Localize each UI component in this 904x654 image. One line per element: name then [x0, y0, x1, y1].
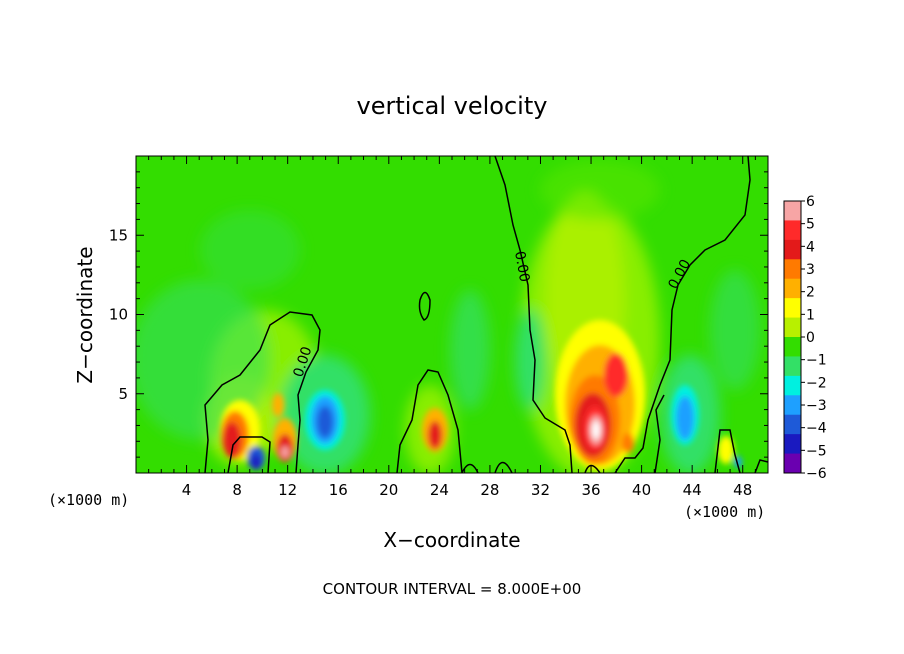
colorbar-label: −2: [806, 375, 827, 391]
colorbar: 6 5 4 3 2 1 0 −1 −2 −3 −4 −5 −6: [783, 194, 827, 482]
colorbar-swatch: [784, 414, 801, 435]
x-axis-label: X−coordinate: [383, 528, 520, 552]
y-axis: 5 10 15: [109, 171, 768, 458]
colorbar-swatch: [784, 375, 801, 396]
colorbar-swatch: [784, 337, 801, 357]
y-tick-label: 5: [118, 385, 128, 403]
colorbar-label: −1: [806, 353, 827, 369]
colorbar-swatch: [784, 259, 801, 280]
plot-area: 0.00 0.00 0.00: [136, 156, 768, 473]
colorbar-label: 2: [806, 285, 815, 301]
x-unit-label-right: (×1000 m): [684, 503, 765, 521]
colorbar-label: 0: [806, 330, 815, 346]
colorbar-swatch: [784, 278, 801, 299]
colorbar-swatch: [784, 220, 801, 241]
x-tick-label: 40: [632, 481, 651, 499]
colorbar-swatch: [784, 395, 801, 416]
colorbar-swatch: [784, 317, 801, 338]
contour-interval-note: CONTOUR INTERVAL = 8.000E+00: [323, 580, 582, 598]
x-tick-label: 24: [430, 481, 449, 499]
y-tick-label: 15: [109, 226, 128, 244]
x-tick-label: 32: [531, 481, 550, 499]
x-tick-label: 4: [182, 481, 192, 499]
colorbar-label: −3: [806, 398, 827, 414]
x-axis: 4 8 12 16 20 24 28 32 36 40 44 48: [148, 156, 756, 499]
colorbar-label: −5: [806, 443, 827, 459]
colorbar-label: −4: [806, 421, 827, 437]
x-tick-label: 16: [329, 481, 348, 499]
colorbar-swatch: [784, 239, 801, 260]
colorbar-swatch: [784, 298, 801, 319]
colorbar-label: 3: [806, 262, 815, 278]
colorbar-label: 1: [806, 307, 815, 323]
x-tick-label: 48: [733, 481, 752, 499]
chart-title: vertical velocity: [357, 92, 548, 120]
colorbar-swatch: [784, 453, 801, 474]
y-tick-label: 10: [109, 306, 128, 324]
x-tick-label: 8: [232, 481, 242, 499]
contour-label: 0.00: [511, 250, 532, 283]
x-tick-label: 36: [581, 481, 600, 499]
colorbar-label: 6: [806, 194, 815, 210]
colorbar-label: −6: [806, 466, 827, 482]
x-tick-label: 12: [278, 481, 297, 499]
colorbar-swatch: [784, 434, 801, 455]
y-axis-label: Z−coordinate: [73, 246, 97, 383]
x-tick-label: 28: [480, 481, 499, 499]
x-tick-label: 44: [683, 481, 702, 499]
colorbar-label: 5: [806, 217, 815, 233]
zero-contours: [204, 156, 768, 473]
x-unit-label-left: (×1000 m): [48, 491, 129, 509]
colorbar-swatch: [784, 201, 801, 221]
colorbar-swatch: [784, 356, 801, 377]
colorbar-label: 4: [806, 239, 815, 255]
x-tick-label: 20: [379, 481, 398, 499]
